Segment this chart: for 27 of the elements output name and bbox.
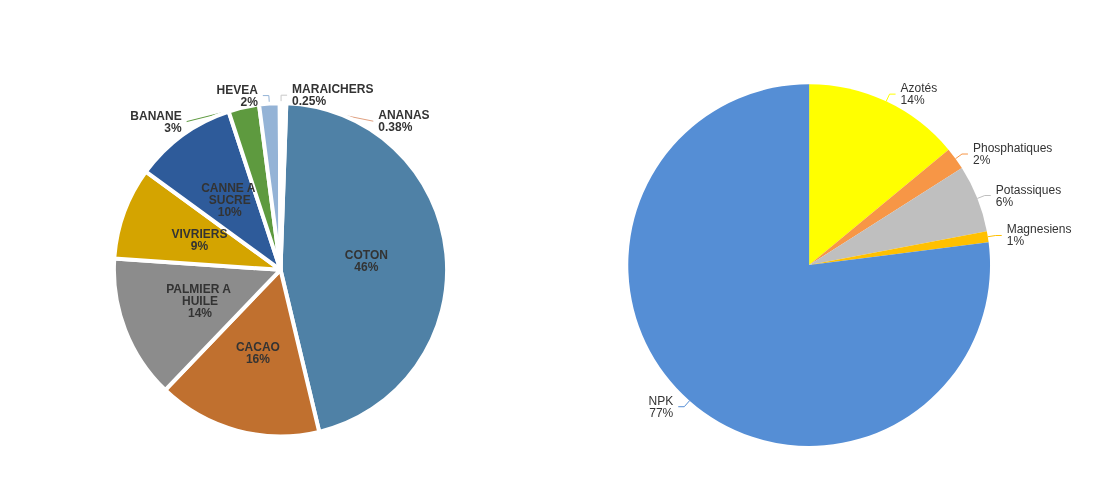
data-label: 3% (164, 120, 182, 135)
slice-label: Phosphatiques (972, 141, 1053, 156)
data-label: 77% (649, 405, 674, 420)
data-label: 46% (354, 260, 379, 275)
slice-label: PALMIER A HUILE (166, 281, 234, 308)
slice-label: Magnesiens (1006, 222, 1072, 237)
slice-label: VIVRIERS (171, 227, 228, 242)
data-label: 2% (240, 94, 259, 109)
data-label: 10% (217, 205, 243, 220)
slice-label: Potassiques (995, 182, 1062, 197)
data-label: 2% (972, 153, 991, 168)
data-label: 14% (900, 93, 925, 108)
slice-label: ANANAS (378, 108, 430, 123)
data-label: 1% (1006, 234, 1025, 249)
data-label: 9% (190, 239, 209, 254)
slice-label: BANANE (130, 108, 182, 123)
slice-label: COTON (344, 248, 388, 263)
data-label: 6% (995, 194, 1014, 209)
slice-label: HEVEA (216, 82, 259, 97)
slice-label: CACAO (235, 340, 280, 355)
data-label: 0.25% (292, 94, 327, 109)
data-label: 14% (188, 305, 213, 320)
data-label: 16% (245, 352, 271, 367)
slice-label: Azotés (900, 81, 938, 96)
slice-label: MARAICHERS (292, 82, 374, 97)
data-label: 0.38% (378, 120, 413, 135)
slice-label: NPK (648, 393, 674, 408)
